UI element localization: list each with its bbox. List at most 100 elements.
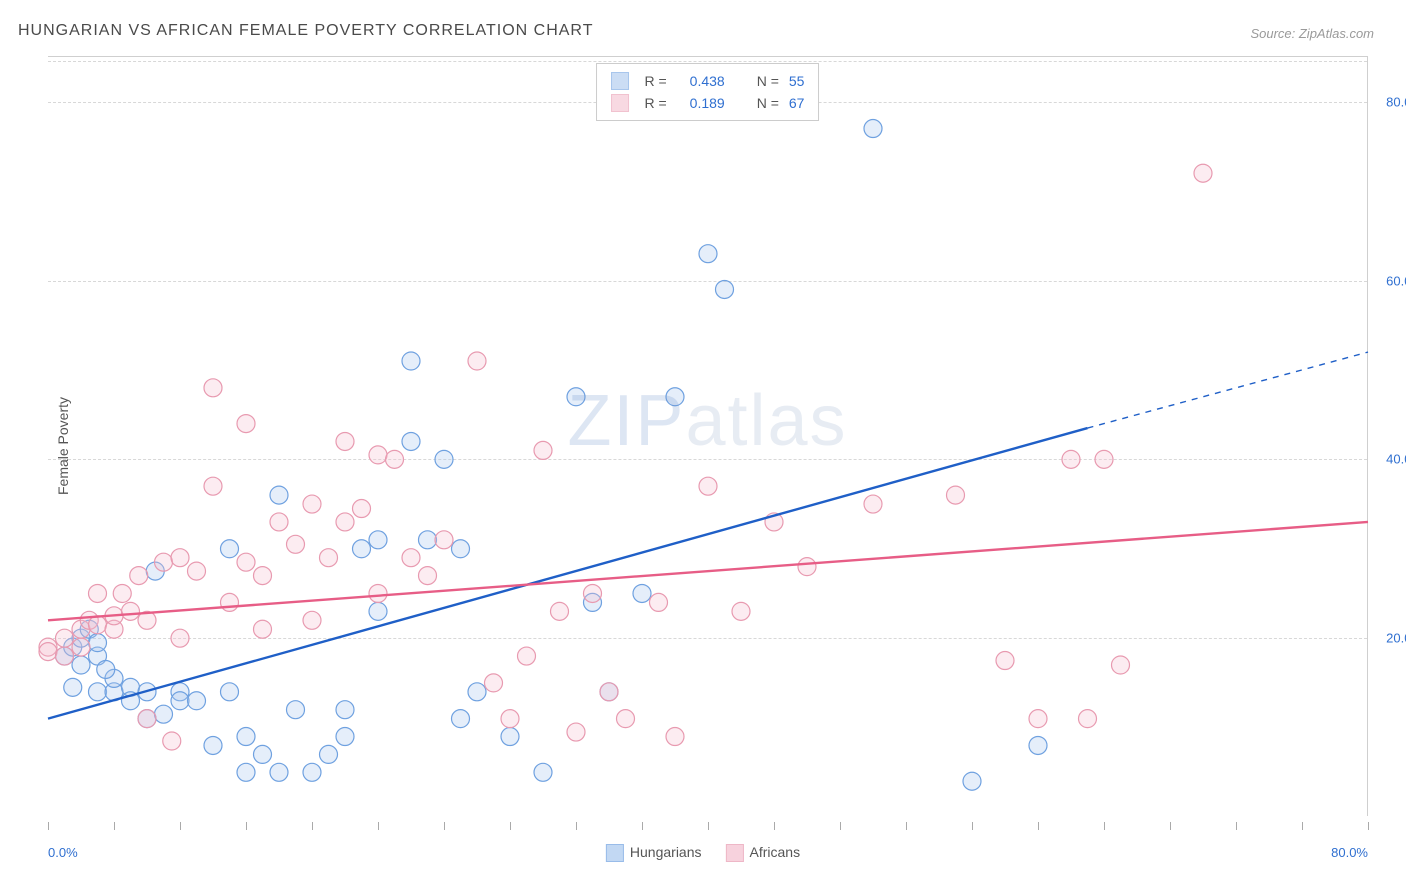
scatter-point: [171, 629, 189, 647]
scatter-point: [320, 745, 338, 763]
x-axis-min-label: 0.0%: [48, 845, 78, 860]
y-tick-label: 60.0%: [1386, 273, 1406, 288]
scatter-point: [254, 620, 272, 638]
scatter-point: [518, 647, 536, 665]
scatter-point: [56, 647, 74, 665]
scatter-point: [64, 678, 82, 696]
legend-n-value: 67: [789, 95, 805, 111]
scatter-point: [666, 728, 684, 746]
scatter-point: [254, 745, 272, 763]
scatter-point: [204, 477, 222, 495]
scatter-point: [452, 710, 470, 728]
scatter-point: [617, 710, 635, 728]
scatter-point: [287, 535, 305, 553]
scatter-point: [419, 531, 437, 549]
scatter-point: [113, 584, 131, 602]
scatter-point: [163, 732, 181, 750]
scatter-point: [97, 660, 115, 678]
scatter-point: [435, 450, 453, 468]
scatter-point: [386, 450, 404, 468]
x-tick: [1236, 822, 1237, 830]
scatter-point: [716, 280, 734, 298]
scatter-point: [303, 611, 321, 629]
x-tick: [1170, 822, 1171, 830]
scatter-point: [303, 763, 321, 781]
scatter-point: [320, 549, 338, 567]
scatter-point: [1029, 710, 1047, 728]
x-tick: [1368, 822, 1369, 830]
scatter-point: [336, 513, 354, 531]
scatter-point: [468, 683, 486, 701]
scatter-point: [155, 553, 173, 571]
scatter-point: [369, 584, 387, 602]
legend-n-value: 55: [789, 73, 805, 89]
bottom-legend: Hungarians Africans: [606, 844, 800, 862]
scatter-point: [435, 531, 453, 549]
x-tick: [840, 822, 841, 830]
scatter-point: [336, 432, 354, 450]
x-tick: [180, 822, 181, 830]
x-tick: [48, 822, 49, 830]
x-tick: [312, 822, 313, 830]
scatter-point: [567, 388, 585, 406]
x-tick: [972, 822, 973, 830]
scatter-point: [501, 710, 519, 728]
scatter-point: [600, 683, 618, 701]
scatter-point: [221, 593, 239, 611]
scatter-point: [221, 540, 239, 558]
scatter-point: [353, 500, 371, 518]
scatter-point: [567, 723, 585, 741]
scatter-point: [534, 441, 552, 459]
scatter-point: [798, 558, 816, 576]
scatter-point: [501, 728, 519, 746]
scatter-point: [864, 120, 882, 138]
x-tick: [1038, 822, 1039, 830]
scatter-point: [996, 652, 1014, 670]
scatter-point: [39, 643, 57, 661]
scatter-point: [89, 616, 107, 634]
scatter-point: [947, 486, 965, 504]
scatter-point: [402, 352, 420, 370]
x-tick: [1104, 822, 1105, 830]
legend-n-label: N =: [757, 73, 779, 89]
x-tick: [708, 822, 709, 830]
stats-legend-row: R =0.438N =55: [611, 70, 805, 92]
x-tick: [246, 822, 247, 830]
chart-title: HUNGARIAN VS AFRICAN FEMALE POVERTY CORR…: [18, 22, 593, 40]
bottom-legend-item: Hungarians: [606, 844, 702, 862]
legend-swatch: [606, 844, 624, 862]
scatter-point: [666, 388, 684, 406]
scatter-point: [237, 415, 255, 433]
bottom-legend-item: Africans: [726, 844, 801, 862]
plot-area: 20.0%40.0%60.0%80.0% ZIPatlas R =0.438N …: [48, 56, 1368, 816]
legend-swatch: [611, 94, 629, 112]
x-axis-ticks: [48, 822, 1368, 832]
scatter-point: [963, 772, 981, 790]
scatter-point: [551, 602, 569, 620]
scatter-point: [732, 602, 750, 620]
scatter-point: [204, 379, 222, 397]
scatter-point: [130, 567, 148, 585]
scatter-point: [336, 728, 354, 746]
y-tick-label: 20.0%: [1386, 631, 1406, 646]
x-tick: [444, 822, 445, 830]
scatter-point: [699, 477, 717, 495]
scatter-point: [89, 683, 107, 701]
scatter-point: [89, 634, 107, 652]
y-tick-label: 80.0%: [1386, 94, 1406, 109]
x-tick: [906, 822, 907, 830]
legend-n-label: N =: [757, 95, 779, 111]
scatter-point: [699, 245, 717, 263]
scatter-point: [287, 701, 305, 719]
legend-r-label: R =: [645, 73, 667, 89]
x-tick: [378, 822, 379, 830]
trend-line-dashed: [1088, 352, 1369, 428]
x-tick: [642, 822, 643, 830]
scatter-point: [336, 701, 354, 719]
chart-container: HUNGARIAN VS AFRICAN FEMALE POVERTY CORR…: [0, 0, 1406, 892]
scatter-point: [584, 584, 602, 602]
scatter-point: [534, 763, 552, 781]
scatter-point: [1062, 450, 1080, 468]
scatter-point: [171, 549, 189, 567]
scatter-point: [138, 710, 156, 728]
